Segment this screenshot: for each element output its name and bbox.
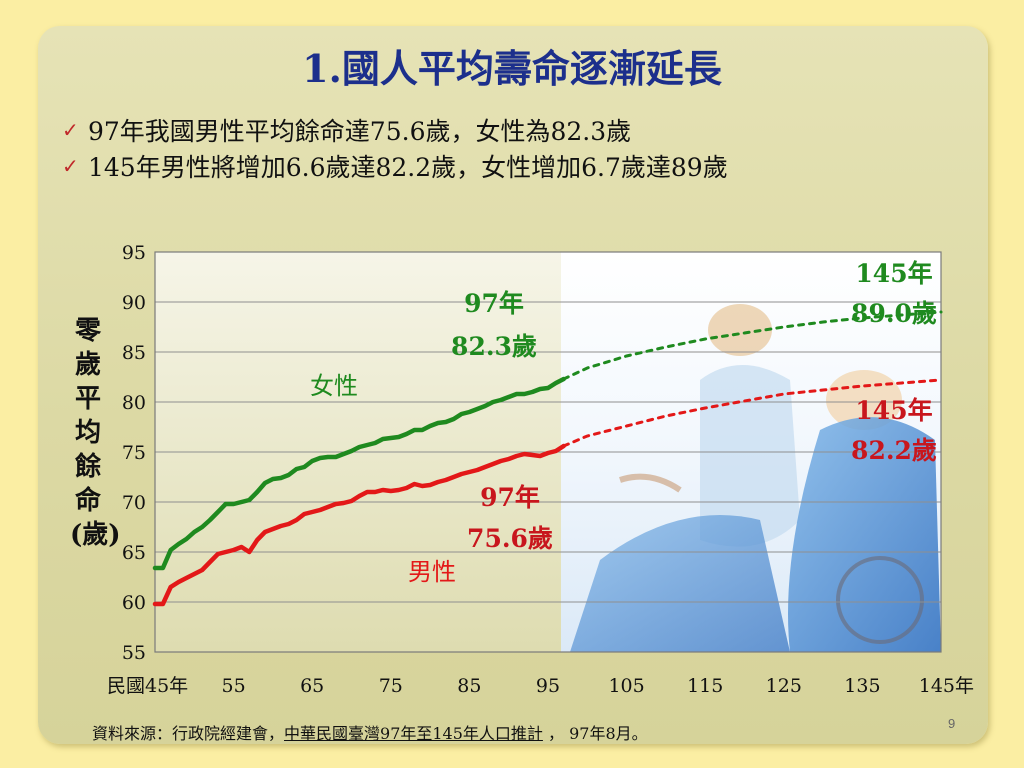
y-tick-label: 70 <box>122 492 146 514</box>
x-tick-label: 115 <box>687 675 723 697</box>
annotation-value: 82.2歲 <box>851 436 937 465</box>
y-tick-label: 60 <box>122 592 146 614</box>
y-tick-label: 85 <box>122 342 146 364</box>
checkmark-icon: ✓ <box>62 118 79 142</box>
y-tick-label: 80 <box>122 392 146 414</box>
series-line-male-projected <box>562 378 943 448</box>
x-tick-label: 55 <box>222 675 246 697</box>
series-line-male-actual <box>152 443 566 607</box>
series-label-female: 女性 <box>310 372 358 400</box>
data-series <box>152 310 943 607</box>
series-label-male: 男性 <box>408 558 456 586</box>
source-note: 資料來源：行政院經建會，中華民國臺灣97年至145年人口推計 ， 97年8月。 <box>92 720 648 744</box>
x-tick-label: 125 <box>766 675 802 697</box>
x-axis-ticks: 民國45年 55 65 75 85 95 105 115 125 135 145年 <box>107 675 974 697</box>
slide-title: 1.國人平均壽命逐漸延長 <box>302 46 722 91</box>
y-tick-label: 55 <box>122 642 146 664</box>
bullet-text: 145年男性將增加6.6歲達82.2歲，女性增加6.7歲達89歲 <box>88 153 728 182</box>
bullet-list: ✓ 97年我國男性平均餘命達75.6歲，女性為82.3歲 ✓ 145年男性將增加… <box>62 112 728 184</box>
x-tick-label: 65 <box>300 675 324 697</box>
y-tick-label: 95 <box>122 242 146 264</box>
annotation-male-97: 97年 75.6歲 <box>467 483 553 553</box>
annotation-year: 97年 <box>480 483 540 512</box>
annotation-year: 97年 <box>464 289 524 318</box>
bullet-text: 97年我國男性平均餘命達75.6歲，女性為82.3歲 <box>88 117 632 146</box>
x-tick-label: 95 <box>536 675 560 697</box>
x-tick-label: 145年 <box>919 675 974 697</box>
source-suffix: ， 97年8月。 <box>542 724 648 743</box>
x-tick-label: 135 <box>844 675 880 697</box>
annotation-value: 82.3歲 <box>451 332 537 361</box>
y-axis-label: 零歲平均餘命(歲) <box>70 316 121 550</box>
annotation-value: 75.6歲 <box>467 524 553 553</box>
source-prefix: 資料來源：行政院經建會， <box>92 724 285 743</box>
x-tick-label: 75 <box>379 675 403 697</box>
series-line-female-projected <box>562 310 943 381</box>
annotation-year: 145年 <box>855 259 932 288</box>
bullet-item: ✓ 145年男性將增加6.6歲達82.2歲，女性增加6.7歲達89歲 <box>62 148 728 184</box>
series-line-female-actual <box>152 376 566 571</box>
annotation-year: 145年 <box>855 396 932 425</box>
bullet-item: ✓ 97年我國男性平均餘命達75.6歲，女性為82.3歲 <box>62 112 728 148</box>
y-tick-label: 65 <box>122 542 146 564</box>
checkmark-icon: ✓ <box>62 154 79 178</box>
y-tick-label: 90 <box>122 292 146 314</box>
page-number: 9 <box>948 716 956 731</box>
y-tick-label: 75 <box>122 442 146 464</box>
plot-border <box>154 251 942 653</box>
x-tick-label: 85 <box>457 675 481 697</box>
annotation-male-145: 145年 82.2歲 <box>851 396 937 465</box>
source-link[interactable]: 中華民國臺灣97年至145年人口推計 <box>284 724 543 743</box>
x-tick-label: 民國45年 <box>107 675 188 697</box>
x-tick-label: 105 <box>608 675 644 697</box>
annotation-female-145: 145年 89.0歲 <box>851 259 937 328</box>
annotation-value: 89.0歲 <box>851 299 937 328</box>
annotation-female-97: 97年 82.3歲 <box>451 289 537 361</box>
y-axis-ticks: 95 90 85 80 75 70 65 60 55 <box>122 242 146 664</box>
